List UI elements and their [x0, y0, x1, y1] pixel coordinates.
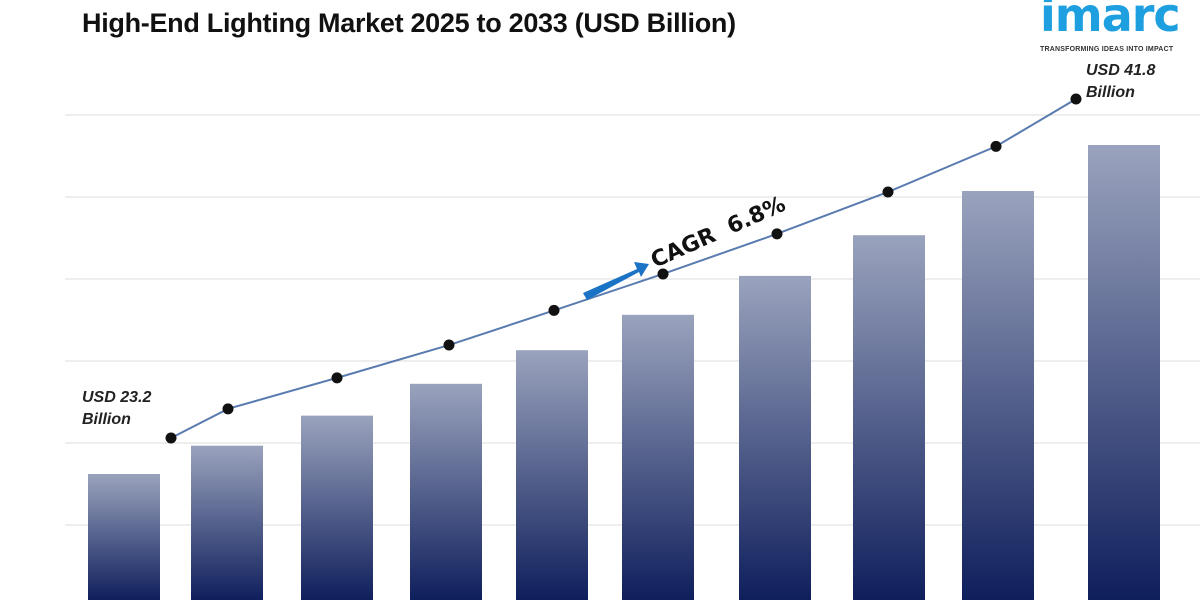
imarc-logo: imarc TRANSFORMING IDEAS INTO IMPACT [1040, 0, 1200, 54]
trend-point [165, 432, 177, 444]
bar [622, 314, 694, 600]
bar [301, 415, 373, 600]
logo-brand: imarc [1040, 0, 1181, 42]
trend-point [443, 339, 455, 351]
start-unit: Billion [82, 411, 131, 428]
trend-point [990, 140, 1002, 152]
trend-point [222, 403, 234, 415]
end-value-label: USD 41.8 Billion [1086, 60, 1155, 104]
bar [516, 350, 588, 600]
bar [191, 445, 263, 600]
bar [739, 275, 811, 600]
trend-point [771, 228, 783, 240]
trend-point [657, 268, 669, 280]
trend-point [331, 372, 343, 384]
trend-point [548, 304, 560, 316]
start-value-label: USD 23.2 Billion [82, 387, 151, 431]
trend-line [170, 98, 1077, 439]
bar [1088, 145, 1160, 600]
bar [962, 190, 1034, 600]
trend-point [1070, 93, 1082, 105]
trend-point [882, 186, 894, 198]
start-value: USD 23.2 [82, 389, 152, 406]
bar [853, 235, 925, 600]
end-value: USD 41.8 [1086, 62, 1156, 79]
end-unit: Billion [1086, 84, 1135, 101]
logo-tagline: TRANSFORMING IDEAS INTO IMPACT [1040, 46, 1174, 53]
cagr-arrow-icon [583, 262, 649, 300]
chart-title: High-End Lighting Market 2025 to 2033 (U… [82, 8, 736, 38]
bar [88, 474, 160, 600]
bar [410, 383, 482, 600]
cagr-label: CAGR 6.8% [647, 192, 789, 274]
